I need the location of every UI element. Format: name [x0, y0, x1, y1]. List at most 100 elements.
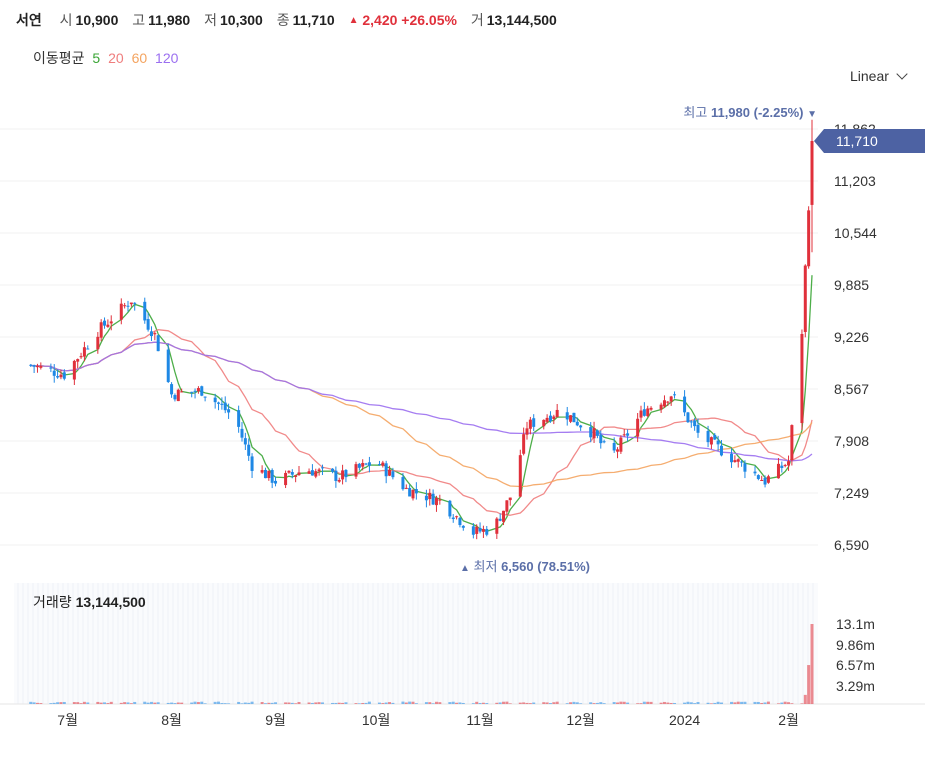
candle-body — [740, 461, 744, 463]
volume-bar — [290, 702, 294, 704]
candle-body — [109, 321, 113, 324]
candle-body — [79, 356, 83, 358]
candle-body — [337, 479, 341, 482]
candle-body — [331, 468, 335, 472]
candle-body — [119, 303, 123, 320]
candle-body — [575, 421, 579, 426]
volume-bar — [716, 701, 720, 704]
candle-body — [683, 396, 687, 413]
candle-body — [341, 470, 345, 480]
volume-bar — [689, 702, 693, 704]
candle-body — [176, 389, 180, 402]
volume-bar — [572, 701, 576, 704]
volume-bar — [170, 702, 174, 704]
candle-body — [297, 472, 301, 476]
volume-bar — [733, 702, 737, 704]
candle-body — [438, 499, 442, 501]
volume-bar — [525, 702, 529, 704]
candle-body — [555, 409, 559, 417]
candle-body — [807, 210, 811, 267]
volume-bar — [753, 701, 757, 704]
candle-body — [32, 365, 36, 367]
volume-bar — [508, 703, 512, 704]
candle-body — [434, 497, 438, 506]
candle-body — [388, 469, 392, 476]
candle-body — [478, 527, 482, 532]
candle-body — [381, 462, 385, 466]
candle-body — [649, 407, 653, 410]
price-tick-label: 10,544 — [834, 225, 877, 241]
price-tick-label: 6,590 — [834, 537, 869, 553]
candle-body — [505, 500, 509, 512]
volume-bar — [673, 702, 677, 704]
ma-120: 120 — [155, 50, 179, 66]
volume-bar — [294, 703, 298, 704]
volume-panel-value: 13,144,500 — [75, 594, 146, 610]
volume-bar — [683, 702, 687, 704]
candle-body — [709, 437, 713, 445]
volume-bar — [56, 702, 60, 704]
candle-body — [314, 471, 318, 477]
scale-selector[interactable]: Linear — [850, 68, 908, 84]
candle-body — [659, 404, 663, 410]
volume-bar — [404, 702, 408, 704]
moving-average-legend[interactable]: 이동평균 5 20 60 120 — [33, 48, 182, 68]
volume-bar — [310, 702, 314, 704]
candle-body — [666, 401, 670, 403]
volume-bar — [143, 701, 147, 704]
volume-bar — [545, 702, 549, 704]
volume-bar — [589, 702, 593, 704]
volume-bar — [730, 701, 734, 704]
candle-body — [498, 518, 502, 521]
candle-body — [196, 388, 200, 392]
candle-body — [471, 526, 475, 535]
volume-bar — [126, 702, 130, 704]
volume-bar — [518, 702, 522, 704]
candle-body — [180, 391, 184, 393]
candle-body — [408, 487, 412, 497]
candle-body — [461, 525, 465, 528]
volume-bar — [106, 703, 110, 704]
volume-bar — [569, 702, 573, 704]
time-tick-label: 7월 — [57, 712, 78, 728]
volume-bar — [263, 703, 267, 704]
close-label: 종 — [276, 12, 290, 28]
volume-bar — [156, 702, 160, 704]
volume-bar — [455, 702, 459, 704]
volume-bar — [595, 702, 599, 704]
candle-body — [59, 374, 63, 378]
candle-body — [595, 430, 599, 436]
volume-bar — [592, 703, 596, 704]
high-label: 고 — [132, 12, 146, 28]
candle-body — [294, 475, 298, 477]
candle-body — [203, 396, 207, 398]
quote-header: 서연 시 10,900 고 11,980 저 10,300 종 11,710 ▲ 2,4… — [16, 10, 567, 30]
volume-bar — [287, 702, 291, 704]
candle-body — [76, 359, 80, 362]
volume-bar — [626, 702, 630, 704]
volume-bar — [448, 702, 452, 704]
volume-bar — [766, 701, 770, 704]
high-annotation: 최고 11,980 (-2.25%) ▼ — [683, 102, 817, 121]
low-annotation-value: 6,560 (78.51%) — [501, 559, 590, 574]
high-annotation-label: 최고 — [683, 105, 708, 120]
volume-bar — [270, 702, 274, 704]
candle-body — [260, 470, 264, 473]
volume-bar — [408, 701, 412, 704]
candle-body — [153, 333, 157, 335]
candle-body — [287, 470, 291, 473]
candle-body — [270, 470, 274, 483]
time-tick-label: 2024 — [669, 712, 700, 728]
candle-body — [243, 438, 247, 445]
volume-bar — [52, 702, 56, 704]
candle-body — [428, 492, 432, 500]
candle-body — [173, 395, 177, 400]
volume-bar — [72, 702, 76, 704]
candle-body — [290, 472, 294, 475]
candle-body — [552, 416, 556, 419]
candle-body — [565, 412, 569, 420]
volume-bar — [575, 702, 579, 704]
volume-bar — [709, 703, 713, 704]
volume-bar — [76, 702, 80, 704]
